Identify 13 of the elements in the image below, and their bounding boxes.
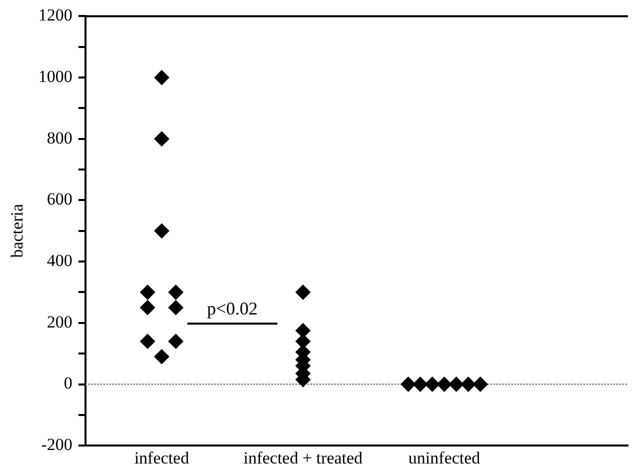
- x-tick-label: infected: [134, 448, 190, 468]
- y-tick-label: 600: [46, 190, 72, 209]
- y-tick-label: 200: [46, 312, 72, 332]
- y-tick-label: 1200: [38, 6, 72, 25]
- x-tick-label: infected + treated: [243, 448, 364, 468]
- y-tick-label: -200: [41, 435, 72, 454]
- y-tick-label: 0: [64, 374, 72, 393]
- y-tick-label: 1000: [38, 67, 72, 86]
- y-axis-title: bacteria: [8, 204, 27, 258]
- annotation: p<0.02: [207, 298, 258, 318]
- y-tick-label: 400: [46, 251, 72, 270]
- y-tick-label: 800: [46, 128, 72, 148]
- x-tick-label: uninfected: [408, 448, 481, 468]
